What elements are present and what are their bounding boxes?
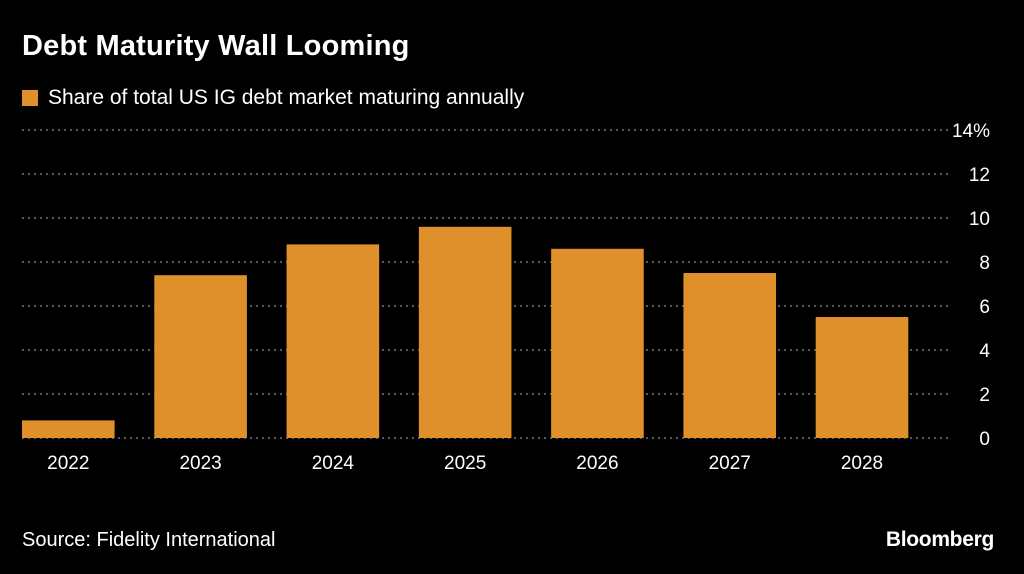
x-tick-label-2025: 2025 <box>444 453 486 474</box>
x-tick-label-2027: 2027 <box>709 453 751 474</box>
bar-2027 <box>683 273 777 438</box>
bar-2028 <box>815 317 909 438</box>
bars <box>22 226 909 438</box>
y-tick-label: 2 <box>979 385 990 406</box>
bar-2025 <box>418 226 512 438</box>
x-axis-ticks: 2022 2023 2024 2025 2026 2027 2028 <box>47 453 883 474</box>
y-tick-label: 14% <box>952 121 990 142</box>
x-tick-label-2023: 2023 <box>179 453 221 474</box>
x-tick-label-2028: 2028 <box>841 453 883 474</box>
chart-title: Debt Maturity Wall Looming <box>22 30 410 62</box>
bar-2024 <box>286 244 380 438</box>
source-note: Source: Fidelity International <box>22 529 276 551</box>
y-tick-label: 0 <box>979 429 990 450</box>
bloomberg-logo: Bloomberg <box>885 528 994 551</box>
bar-2022 <box>22 420 115 438</box>
x-tick-label-2024: 2024 <box>312 453 355 474</box>
bar-2026 <box>551 248 644 438</box>
y-tick-label: 10 <box>969 209 990 230</box>
y-tick-label: 12 <box>969 165 990 186</box>
y-axis-ticks: 0 2 4 6 8 10 12 14% <box>952 121 990 450</box>
y-tick-label: 8 <box>979 253 990 274</box>
legend: Share of total US IG debt market maturin… <box>22 86 524 110</box>
x-tick-label-2022: 2022 <box>47 453 89 474</box>
y-tick-label: 4 <box>979 341 990 362</box>
legend-swatch <box>22 90 38 106</box>
bar-2023 <box>154 275 247 438</box>
legend-label: Share of total US IG debt market maturin… <box>48 86 525 109</box>
y-tick-label: 6 <box>979 297 990 318</box>
x-tick-label-2026: 2026 <box>576 453 618 474</box>
